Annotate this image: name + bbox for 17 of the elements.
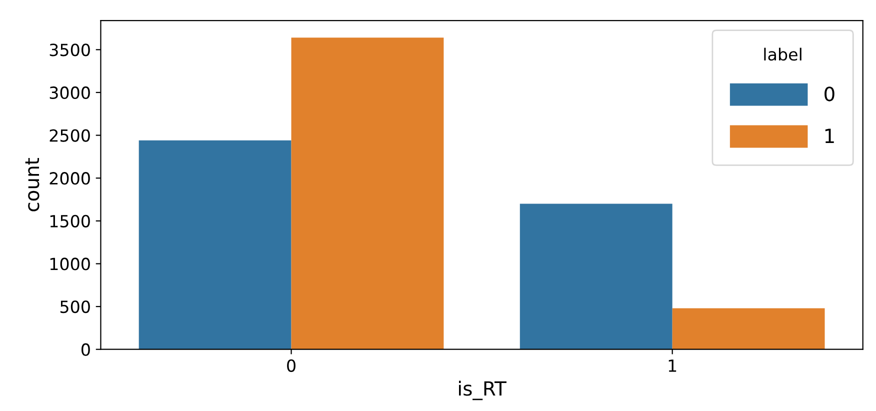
legend-title: label	[764, 48, 802, 61]
x-axis-title: is_RT	[459, 380, 506, 400]
bar	[672, 308, 825, 350]
bar	[291, 38, 444, 350]
bar	[138, 140, 292, 350]
y-tick-label: 2000	[50, 172, 90, 185]
y-tick-label: 2500	[50, 129, 90, 142]
y-tick-label: 3500	[50, 44, 90, 56]
y-tick-label: 1500	[50, 214, 90, 228]
bar	[520, 204, 672, 350]
y-tick-label: 0	[82, 343, 90, 356]
y-tick-label: 1000	[50, 258, 90, 270]
y-axis-title: count	[25, 158, 40, 212]
legend-label: 1	[825, 128, 834, 143]
y-tick-label: 3000	[50, 86, 90, 100]
legend-label: 0	[824, 86, 834, 102]
y-tick-label: 500	[60, 300, 90, 314]
